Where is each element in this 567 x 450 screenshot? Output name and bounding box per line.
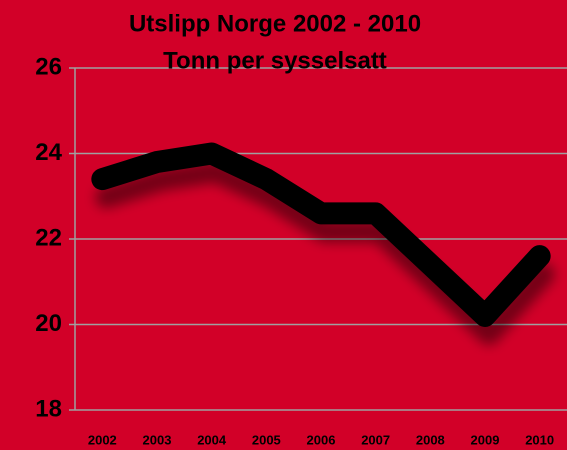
x-tick-label: 2005	[252, 432, 281, 447]
y-tick-label: 24	[35, 139, 62, 166]
chart-subtitle: Tonn per sysselsatt	[163, 47, 387, 74]
x-tick-label: 2006	[307, 432, 336, 447]
y-tick-label: 26	[35, 53, 62, 80]
x-tick-label: 2003	[143, 432, 172, 447]
y-tick-label: 22	[35, 224, 62, 251]
x-tick-label: 2002	[88, 432, 117, 447]
x-tick-label: 2010	[525, 432, 554, 447]
x-tick-label: 2004	[197, 432, 227, 447]
y-tick-label: 20	[35, 310, 62, 337]
y-tick-label: 18	[35, 395, 62, 422]
chart-title: Utslipp Norge 2002 - 2010	[129, 10, 421, 37]
x-tick-label: 2007	[361, 432, 390, 447]
data-line	[91, 142, 551, 327]
x-tick-label: 2008	[416, 432, 445, 447]
x-tick-label: 2009	[471, 432, 500, 447]
